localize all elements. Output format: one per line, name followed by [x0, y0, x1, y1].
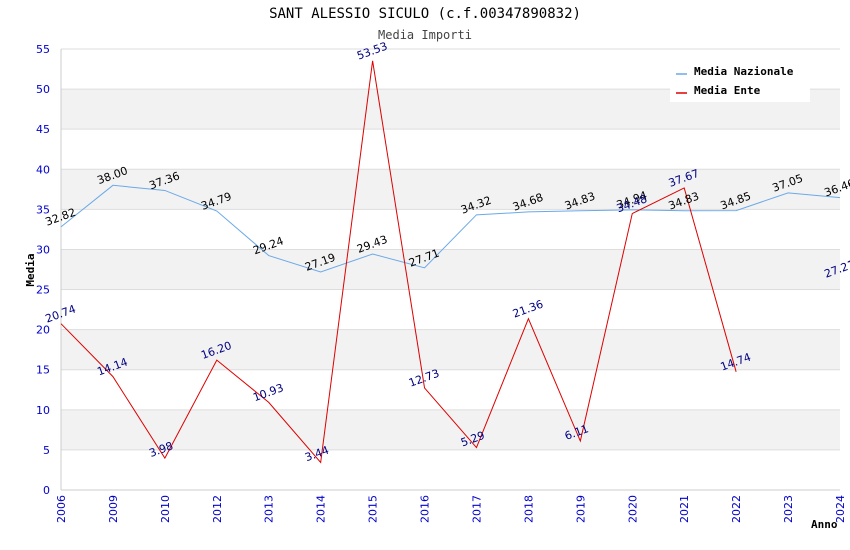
x-tick-label: 2018: [522, 495, 535, 523]
chart-subtitle: Media Importi: [378, 28, 472, 42]
y-tick-label: 45: [36, 123, 50, 136]
y-tick-label: 0: [43, 484, 50, 497]
legend-label-nazionale: Media Nazionale: [694, 65, 794, 78]
legend-box: [670, 60, 810, 102]
x-tick-label: 2014: [315, 495, 328, 523]
x-tick-label: 2021: [678, 495, 691, 523]
axes: [60, 49, 840, 491]
plot-band: [61, 249, 840, 290]
x-tick-label: 2019: [574, 495, 587, 523]
chart-title: SANT ALESSIO SICULO (c.f.00347890832): [269, 6, 581, 22]
y-tick-label: 15: [36, 364, 50, 377]
x-tick-label: 2009: [107, 495, 120, 523]
x-tick-label: 2006: [55, 495, 68, 523]
x-tick-label: 2023: [782, 495, 795, 523]
plot-background: [61, 89, 840, 450]
x-tick-label: 2020: [626, 495, 639, 523]
y-axis-ticks: 0 5 10 15 20 25 30 35 40 45 50 55: [36, 43, 50, 497]
x-axis-label: Anno: [811, 518, 838, 531]
x-tick-label: 2017: [470, 495, 483, 523]
x-tick-label: 2010: [159, 495, 172, 523]
y-tick-label: 55: [36, 43, 50, 56]
y-axis-label: Media: [24, 253, 37, 286]
plot-band: [61, 329, 840, 370]
x-tick-label: 2013: [263, 495, 276, 523]
legend-label-ente: Media Ente: [694, 84, 761, 97]
x-tick-label: 2012: [211, 495, 224, 523]
series-line-media-nazionale: [60, 184, 841, 273]
x-axis-ticks: 2006 2009 2010 2012 2013 2014 2015 2016 2017 2018…: [55, 495, 847, 523]
data-label-ente: 10.93: [251, 381, 285, 404]
x-tick-label: 2024: [834, 495, 847, 523]
x-tick-label: 2016: [419, 495, 432, 523]
plot-band: [61, 169, 840, 210]
y-tick-label: 20: [36, 324, 50, 337]
y-tick-label: 25: [36, 284, 50, 297]
series-line-media-ente: [60, 60, 737, 464]
y-tick-label: 50: [36, 83, 50, 96]
data-label-ente: 21.36: [511, 298, 545, 321]
y-tick-label: 30: [36, 243, 50, 256]
x-tick-label: 2022: [730, 495, 743, 523]
series-lines: [60, 60, 841, 464]
y-tick-label: 35: [36, 203, 50, 216]
y-tick-label: 10: [36, 404, 50, 417]
y-tick-label: 40: [36, 163, 50, 176]
y-tick-label: 5: [43, 444, 50, 457]
legend: Media Nazionale Media Ente: [670, 60, 810, 102]
x-tick-label: 2015: [367, 495, 380, 523]
plot-band: [61, 409, 840, 450]
data-label-ente: 53.53: [355, 40, 389, 63]
